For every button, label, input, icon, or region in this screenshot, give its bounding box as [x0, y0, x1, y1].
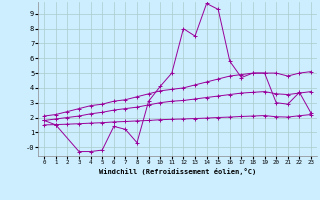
X-axis label: Windchill (Refroidissement éolien,°C): Windchill (Refroidissement éolien,°C) [99, 168, 256, 175]
